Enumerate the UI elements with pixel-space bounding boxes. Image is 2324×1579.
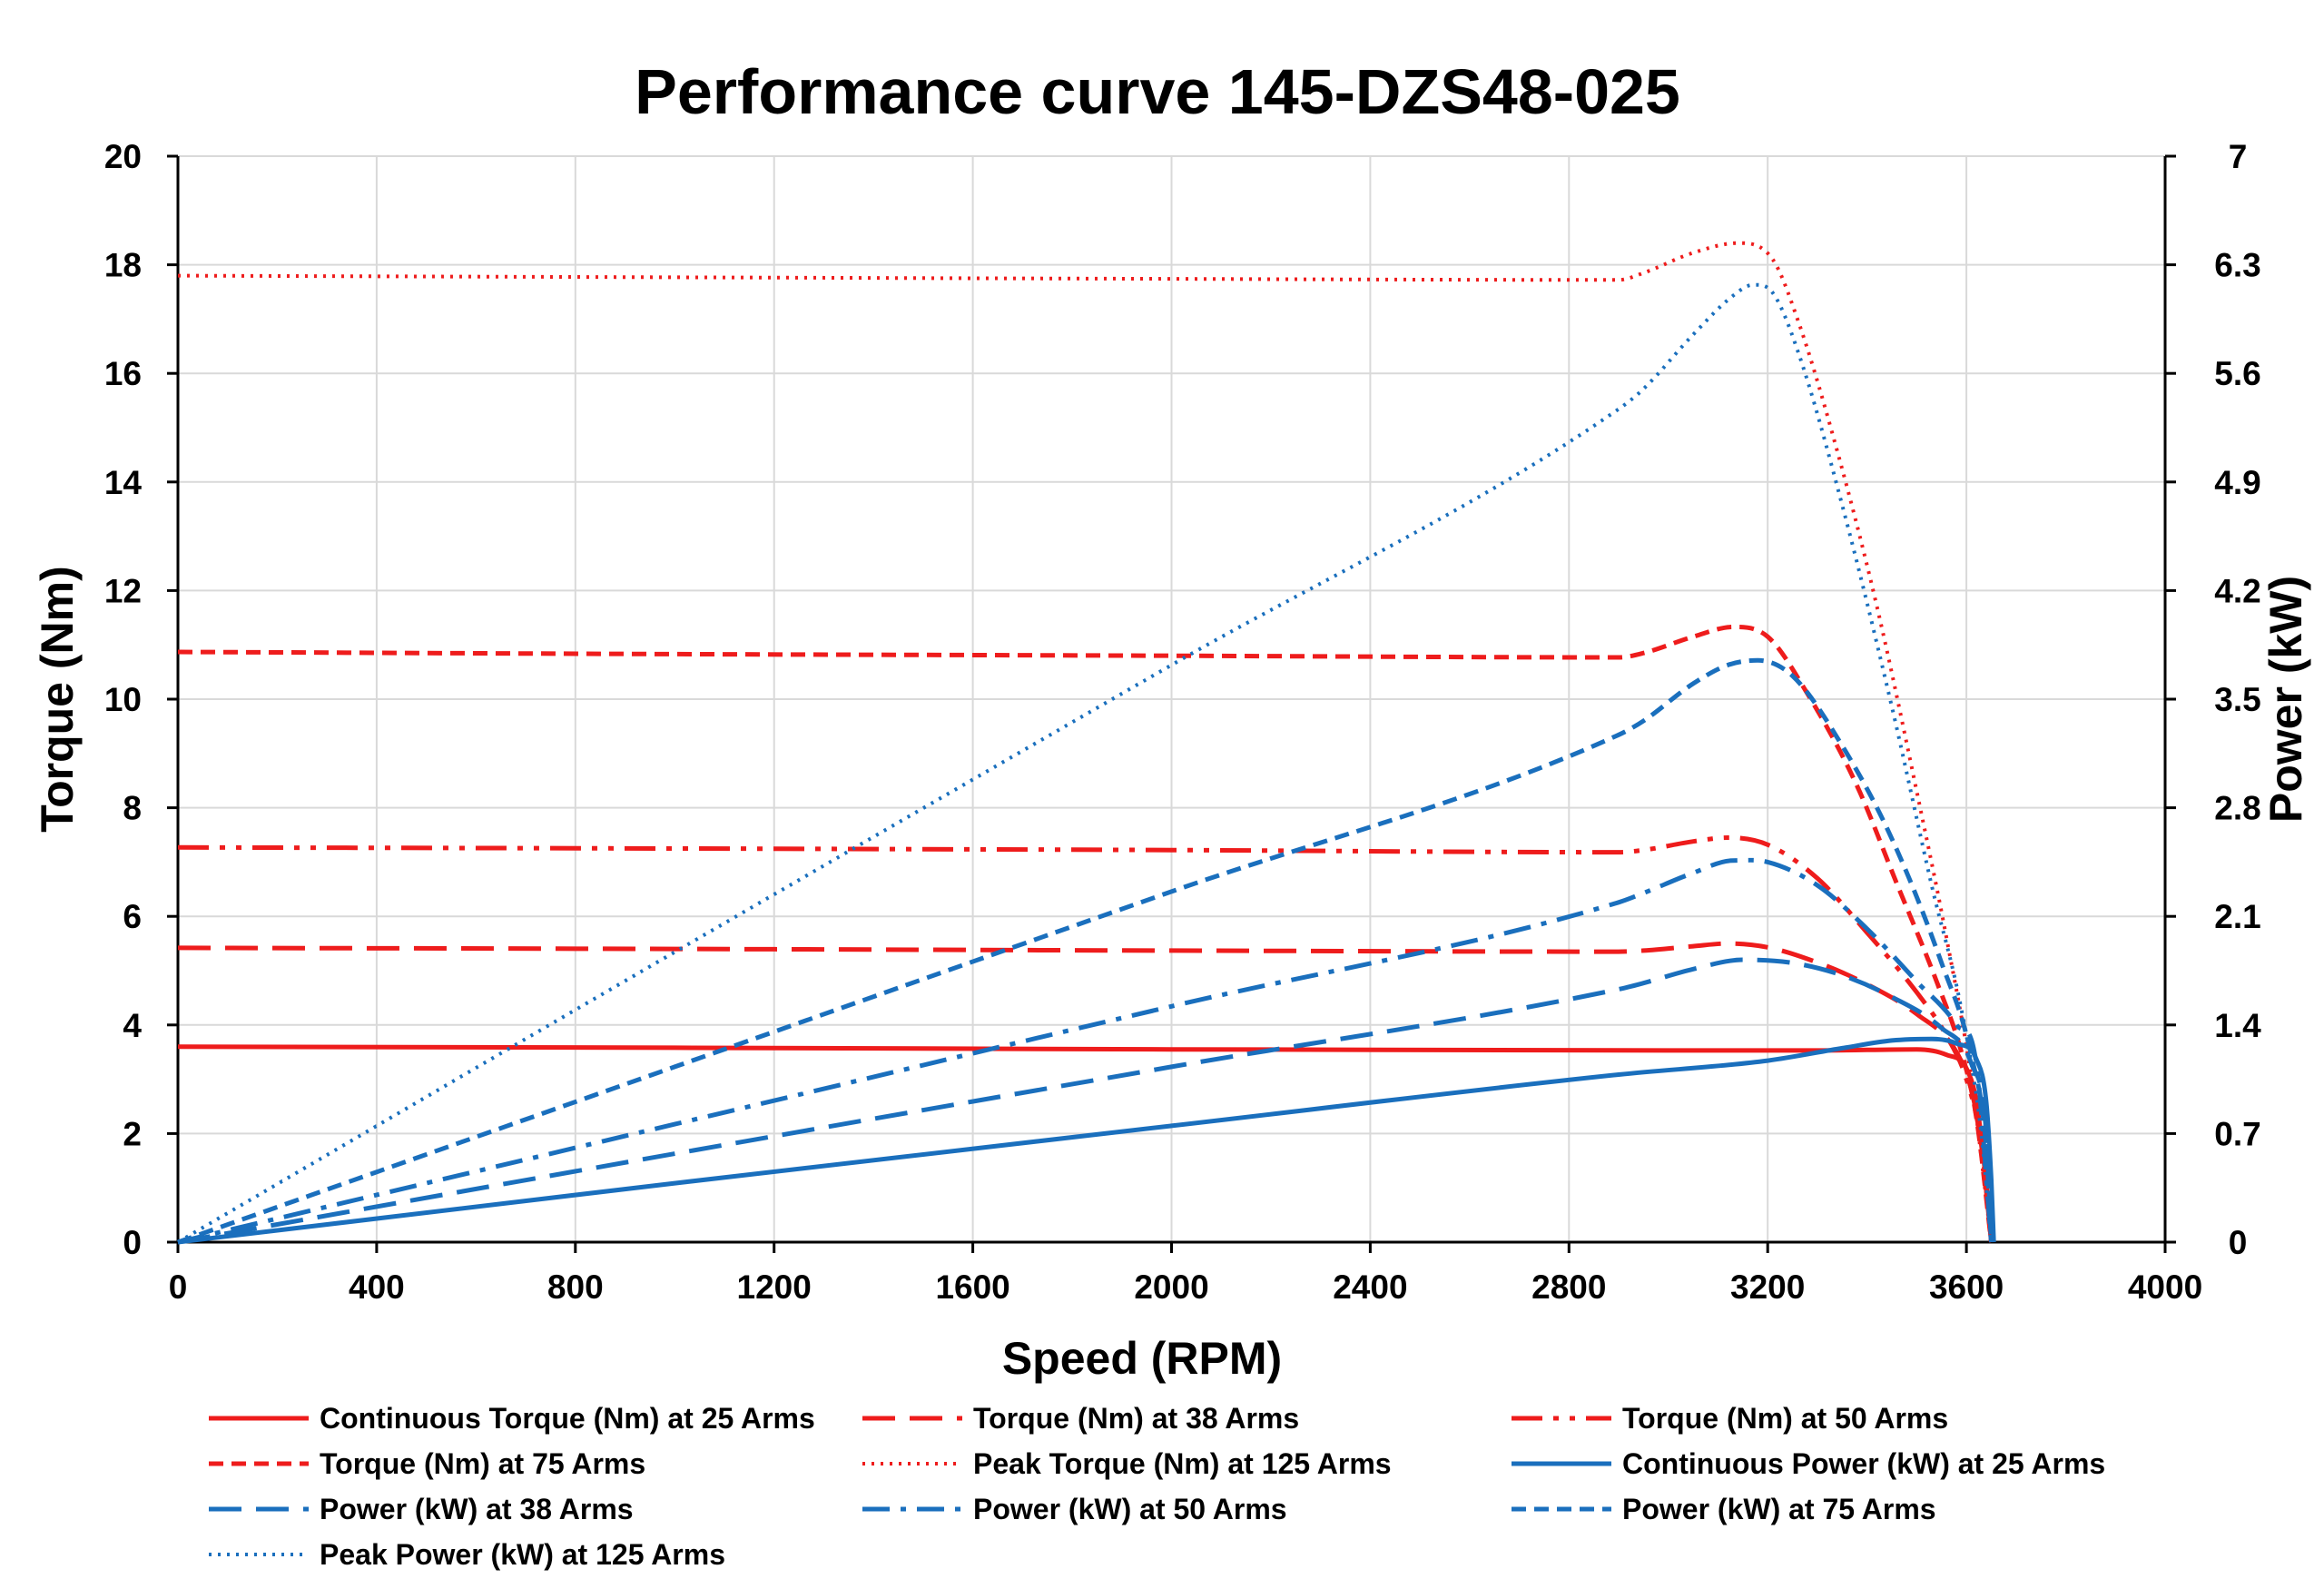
series-line-torque-nm-at-75-arms [177, 624, 1994, 1243]
y2-tick-label: 4.9 [2214, 464, 2260, 501]
legend-label: Power (kW) at 75 Arms [1622, 1493, 1936, 1525]
data-series [176, 241, 1996, 1245]
y2-tick-label: 1.4 [2214, 1007, 2261, 1044]
legend-label: Torque (Nm) at 50 Arms [1622, 1402, 1948, 1435]
y2-axis-label: Power (kW) [2260, 576, 2311, 823]
y2-tick-label: 3.5 [2214, 681, 2260, 718]
axes [167, 154, 2176, 1253]
chart-title: Performance curve 145-DZS48-025 [635, 56, 1680, 127]
y2-tick-label: 0.7 [2214, 1115, 2260, 1152]
x-tick-label: 0 [169, 1268, 188, 1306]
series-line-peak-power-kw-at-125-arms [176, 282, 1994, 1244]
y-tick-label: 18 [104, 247, 142, 284]
y-tick-label: 14 [104, 464, 143, 501]
series-line-continuous-torque-nm-at-25-arms [177, 1044, 1994, 1243]
y-tick-label: 4 [123, 1007, 142, 1044]
y-tick-label: 8 [123, 790, 142, 827]
y2-tick-label: 5.6 [2214, 355, 2260, 392]
legend-label: Power (kW) at 50 Arms [973, 1493, 1287, 1525]
y2-tick-label: 2.1 [2214, 898, 2260, 935]
y-tick-label: 16 [104, 355, 142, 392]
series-line-torque-nm-at-50-arms [177, 835, 1994, 1243]
legend-label: Continuous Torque (Nm) at 25 Arms [320, 1402, 815, 1435]
x-tick-label: 2000 [1134, 1268, 1208, 1306]
series-line-power-kw-at-75-arms [177, 657, 1994, 1245]
legend-label: Continuous Power (kW) at 25 Arms [1622, 1447, 2105, 1480]
x-tick-label: 2400 [1333, 1268, 1407, 1306]
y-tick-label: 12 [104, 572, 142, 609]
x-tick-label: 800 [547, 1268, 604, 1306]
y-tick-label: 6 [123, 898, 142, 935]
y2-tick-label: 2.8 [2214, 790, 2260, 827]
x-tick-label: 3200 [1730, 1268, 1805, 1306]
y-tick-label: 10 [104, 681, 142, 718]
x-tick-label: 1600 [935, 1268, 1009, 1306]
x-tick-label: 3600 [1929, 1268, 2004, 1306]
series-line-continuous-power-kw-at-25-arms [177, 1036, 1996, 1245]
legend-label: Torque (Nm) at 75 Arms [320, 1447, 645, 1480]
legend-label: Peak Power (kW) at 125 Arms [320, 1538, 725, 1571]
y-tick-label: 2 [123, 1115, 142, 1152]
x-tick-label: 4000 [2128, 1268, 2202, 1306]
legend-label: Peak Torque (Nm) at 125 Arms [973, 1447, 1392, 1480]
y2-tick-label: 6.3 [2214, 247, 2260, 284]
legend-label: Torque (Nm) at 38 Arms [973, 1402, 1299, 1435]
series-line-power-kw-at-38-arms [177, 957, 1994, 1245]
series-line-power-kw-at-50-arms [177, 857, 1994, 1245]
y-tick-label: 0 [123, 1224, 142, 1261]
legend: Continuous Torque (Nm) at 25 Arms Torque … [209, 1402, 2105, 1571]
y2-tick-label: 4.2 [2214, 572, 2260, 609]
x-tick-label: 2800 [1531, 1268, 1606, 1306]
x-tick-label: 400 [349, 1268, 405, 1306]
tick-labels: 0 400 800 1200 1600 2000 2400 2800 3200 3600 40000… [104, 138, 2261, 1306]
x-axis-label: Speed (RPM) [1002, 1333, 1282, 1384]
y-tick-label: 20 [104, 138, 142, 175]
y-axis-label: Torque (Nm) [32, 566, 83, 832]
y2-tick-label: 7 [2229, 138, 2248, 175]
legend-label: Power (kW) at 38 Arms [320, 1493, 634, 1525]
x-tick-label: 1200 [737, 1268, 812, 1306]
y2-tick-label: 0 [2229, 1224, 2248, 1261]
